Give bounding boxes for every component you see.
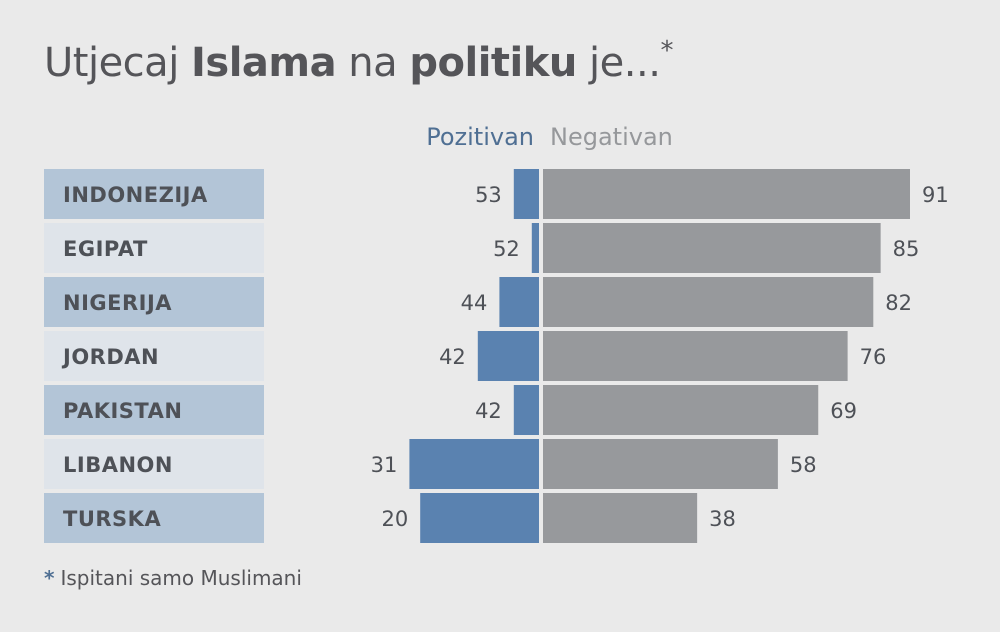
negative-value-label: 38 [709, 507, 736, 531]
positive-bar [513, 169, 539, 219]
row-label: JORDAN [61, 345, 159, 369]
negative-value-label: 58 [790, 453, 817, 477]
positive-value-label: 53 [475, 183, 502, 207]
footnote: * Ispitani samo Muslimani [44, 566, 302, 590]
row-label-box [44, 277, 264, 327]
row-label-box [44, 223, 264, 273]
legend-negative: Negativan [550, 123, 673, 151]
positive-value-label: 42 [439, 345, 466, 369]
row-label-box [44, 493, 264, 543]
positive-value-label: 20 [381, 507, 408, 531]
negative-value-label: 85 [893, 237, 920, 261]
negative-value-label: 82 [885, 291, 912, 315]
negative-bar [543, 439, 778, 489]
row-label: EGIPAT [63, 237, 148, 261]
positive-value-label: 42 [475, 399, 502, 423]
row-label: NIGERIJA [63, 291, 172, 315]
positive-bar [531, 223, 539, 273]
positive-bar [409, 439, 539, 489]
row-label-box [44, 439, 264, 489]
row-label-box [44, 385, 264, 435]
positive-bar [477, 331, 539, 381]
positive-bar [420, 493, 539, 543]
negative-bar [543, 169, 910, 219]
negative-value-label: 91 [922, 183, 949, 207]
chart-title: Utjecaj Islama na politiku je...* [44, 36, 673, 86]
negative-value-label: 76 [860, 345, 887, 369]
positive-value-label: 52 [493, 237, 520, 261]
negative-bar [543, 493, 698, 543]
row-label: TURSKA [63, 507, 161, 531]
row-label: INDONEZIJA [63, 183, 208, 207]
positive-bar [499, 277, 539, 327]
negative-value-label: 69 [830, 399, 857, 423]
positive-value-label: 31 [371, 453, 398, 477]
row-label: LIBANON [63, 453, 173, 477]
negative-bar [543, 223, 881, 273]
positive-value-label: 44 [461, 291, 488, 315]
negative-bar [543, 385, 819, 435]
negative-bar [543, 277, 874, 327]
legend-positive: Pozitivan [426, 123, 534, 151]
positive-bar [513, 385, 539, 435]
row-label-box [44, 331, 264, 381]
row-label: PAKISTAN [63, 399, 182, 423]
negative-bar [543, 331, 848, 381]
row-label-box [44, 169, 264, 219]
